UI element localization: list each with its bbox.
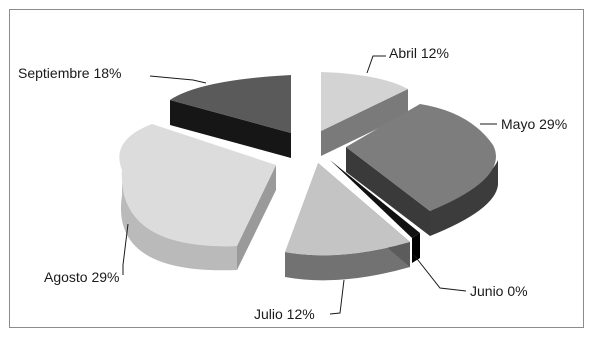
- slice-mayo-side-left: [346, 147, 430, 236]
- slice-septiembre-top: [170, 75, 291, 133]
- label-agosto: Agosto 29%: [44, 269, 120, 285]
- slice-junio-top: [330, 160, 420, 238]
- slice-junio-side: [412, 233, 420, 263]
- slice-julio-side-front: [285, 242, 410, 281]
- label-julio: Julio 12%: [254, 306, 315, 322]
- slice-julio: [285, 163, 410, 281]
- label-septiembre: Septiembre 18%: [18, 65, 122, 81]
- slice-agosto: [119, 124, 276, 271]
- label-mayo: Mayo 29%: [501, 116, 567, 132]
- slice-mayo-top: [346, 104, 496, 211]
- label-abril: Abril 12%: [389, 45, 449, 61]
- slice-agosto-side-right: [237, 165, 276, 270]
- slice-agosto-side-front: [120, 170, 237, 271]
- slice-septiembre: [170, 75, 291, 158]
- slice-abril-side: [321, 89, 408, 156]
- leader-abril: [366, 55, 386, 74]
- slice-septiembre-side: [170, 100, 291, 158]
- slice-agosto-top: [119, 124, 276, 247]
- slice-abril: [321, 72, 408, 156]
- slice-mayo: [346, 104, 498, 236]
- leader-julio: [329, 279, 345, 315]
- label-junio: Junio 0%: [470, 283, 528, 299]
- slice-mayo-side: [430, 160, 498, 236]
- leader-junio: [413, 254, 467, 292]
- leader-septiembre: [149, 75, 207, 84]
- leader-agosto: [122, 223, 129, 275]
- slice-julio-top: [285, 163, 410, 256]
- slice-abril-top: [321, 72, 408, 131]
